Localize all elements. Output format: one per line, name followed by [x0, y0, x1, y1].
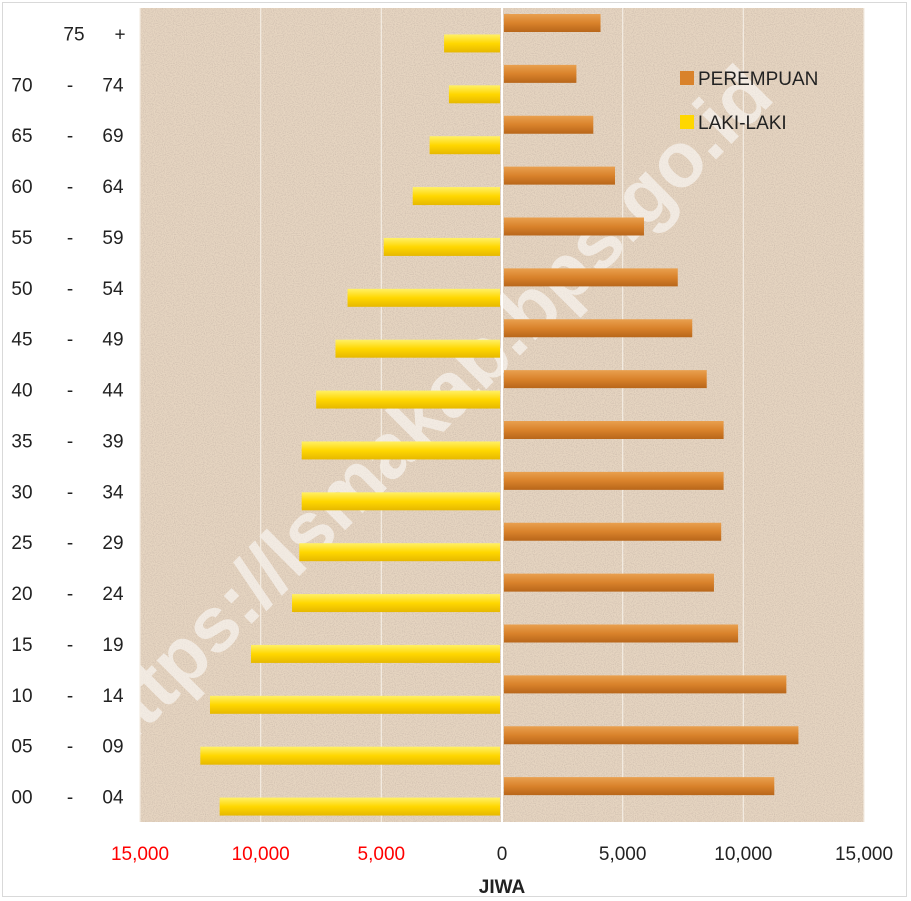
- bar-laki-laki: [429, 136, 500, 155]
- category-label-to: 09: [102, 737, 123, 758]
- x-tick-label: 5,000: [599, 844, 647, 865]
- category-label-separator: -: [67, 381, 73, 402]
- category-label-from: 70: [11, 75, 32, 96]
- category-label-to: 54: [102, 279, 124, 300]
- bar-laki-laki: [301, 441, 500, 460]
- bar-perempuan: [504, 166, 616, 185]
- category-label-from: 30: [11, 482, 32, 503]
- category-label-separator: -: [67, 126, 73, 147]
- category-label-separator: -: [67, 533, 73, 554]
- bar-laki-laki: [209, 695, 500, 714]
- bar-laki-laki: [200, 746, 501, 765]
- x-tick-labels: 15,000 10,000 5,000 0 5,000 10,000 15,000: [111, 844, 893, 865]
- axis-titles: JIWA: [479, 877, 526, 898]
- bar-perempuan: [504, 726, 799, 745]
- bar-perempuan: [504, 675, 787, 694]
- category-label-separator: -: [67, 177, 73, 198]
- category-label-to: 39: [102, 431, 123, 452]
- category-label-separator: -: [67, 737, 73, 758]
- x-tick-label: 15,000: [835, 844, 893, 865]
- category-label-from: 10: [11, 686, 32, 707]
- legend-swatch: [680, 115, 694, 129]
- bar-perempuan: [504, 777, 775, 796]
- legend-swatch: [680, 71, 694, 85]
- bar-perempuan: [504, 268, 678, 287]
- category-label-from: 35: [11, 431, 32, 452]
- category-label-separator: -: [67, 75, 73, 96]
- bar-perempuan: [504, 217, 644, 236]
- category-label-to: 29: [102, 533, 123, 554]
- bar-perempuan: [504, 14, 601, 32]
- category-label-separator: -: [67, 431, 73, 452]
- bar-laki-laki: [335, 339, 500, 358]
- bar-laki-laki: [347, 288, 500, 307]
- category-label-to: 19: [102, 635, 123, 656]
- x-axis-title: JIWA: [479, 877, 526, 898]
- category-label-separator: -: [67, 584, 73, 605]
- category-label-separator: -: [67, 788, 73, 809]
- category-label-from: 55: [11, 228, 32, 249]
- x-tick-label: 15,000: [111, 844, 169, 865]
- category-label-separator: -: [67, 330, 73, 351]
- category-label-to: 69: [102, 126, 123, 147]
- category-label-from: 00: [11, 788, 32, 809]
- bar-laki-laki: [299, 543, 500, 562]
- bar-perempuan: [504, 115, 594, 134]
- category-label-separator: +: [114, 24, 125, 45]
- category-label-from: 65: [11, 126, 32, 147]
- category-label-from: 15: [11, 635, 32, 656]
- bar-perempuan: [504, 522, 722, 541]
- category-label-from: 05: [11, 737, 32, 758]
- category-label-to: 49: [102, 330, 123, 351]
- category-label-separator: -: [67, 279, 73, 300]
- category-label-separator: -: [67, 686, 73, 707]
- bar-perempuan: [504, 471, 724, 490]
- bar-laki-laki: [444, 34, 500, 53]
- category-label-from: 50: [11, 279, 32, 300]
- bar-laki-laki: [219, 797, 500, 816]
- x-tick-label: 10,000: [714, 844, 772, 865]
- bar-perempuan: [504, 319, 693, 338]
- bar-laki-laki: [383, 237, 500, 256]
- bar-perempuan: [504, 624, 739, 643]
- category-label-from: 40: [11, 381, 32, 402]
- bar-perempuan: [504, 573, 714, 592]
- x-tick-label: 10,000: [232, 844, 290, 865]
- bar-laki-laki: [412, 187, 500, 206]
- category-label-from: 20: [11, 584, 32, 605]
- category-label-to: 59: [102, 228, 123, 249]
- category-label-to: 74: [102, 75, 124, 96]
- category-label-from: 75: [63, 24, 84, 45]
- category-label-to: 24: [102, 584, 124, 605]
- x-tick-label: 0: [497, 844, 508, 865]
- category-label-from: 60: [11, 177, 32, 198]
- bar-laki-laki: [251, 644, 500, 663]
- bar-laki-laki: [301, 492, 500, 511]
- category-label-to: 04: [102, 788, 124, 809]
- bar-perempuan: [504, 421, 724, 439]
- category-label-from: 25: [11, 533, 32, 554]
- category-label-to: 14: [102, 686, 124, 707]
- category-label-separator: -: [67, 635, 73, 656]
- bar-laki-laki: [316, 390, 500, 409]
- legend-label: LAKI-LAKI: [698, 113, 787, 134]
- category-label-separator: -: [67, 228, 73, 249]
- bar-laki-laki: [292, 594, 500, 613]
- bar-laki-laki: [448, 85, 500, 104]
- legend-label: PEREMPUAN: [698, 69, 818, 90]
- category-label-to: 64: [102, 177, 124, 198]
- category-label-from: 45: [11, 330, 32, 351]
- bar-perempuan: [504, 370, 707, 389]
- category-label-to: 44: [102, 381, 124, 402]
- x-tick-label: 5,000: [358, 844, 406, 865]
- category-labels: 00 - 04 05 - 09 10 - 14 15 - 19 20 - 24 25 - 29 30 - 34 35 - 39…: [11, 24, 125, 808]
- category-label-separator: -: [67, 482, 73, 503]
- bars: [200, 14, 799, 816]
- legend: PEREMPUAN LAKI-LAKI: [680, 69, 818, 134]
- bar-perempuan: [504, 64, 577, 83]
- category-label-to: 34: [102, 482, 124, 503]
